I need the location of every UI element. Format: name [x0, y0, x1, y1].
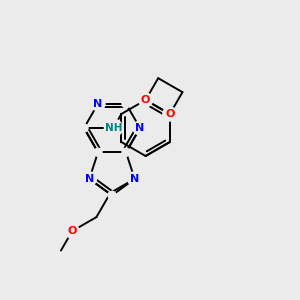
Text: O: O [141, 95, 150, 105]
Circle shape [163, 107, 177, 121]
Text: NH: NH [105, 123, 122, 133]
Circle shape [128, 172, 142, 186]
Circle shape [122, 100, 130, 108]
Circle shape [82, 172, 96, 186]
Text: N: N [135, 123, 145, 133]
Text: O: O [68, 226, 77, 236]
Circle shape [108, 191, 116, 199]
Circle shape [94, 148, 102, 156]
Text: N: N [85, 174, 94, 184]
Circle shape [91, 97, 105, 111]
Text: N: N [130, 174, 139, 184]
Circle shape [139, 93, 153, 107]
Text: O: O [165, 109, 175, 119]
Circle shape [104, 119, 122, 137]
Circle shape [133, 121, 147, 135]
Text: N: N [93, 99, 103, 109]
Circle shape [65, 224, 79, 238]
Circle shape [80, 124, 88, 132]
Circle shape [122, 148, 130, 156]
